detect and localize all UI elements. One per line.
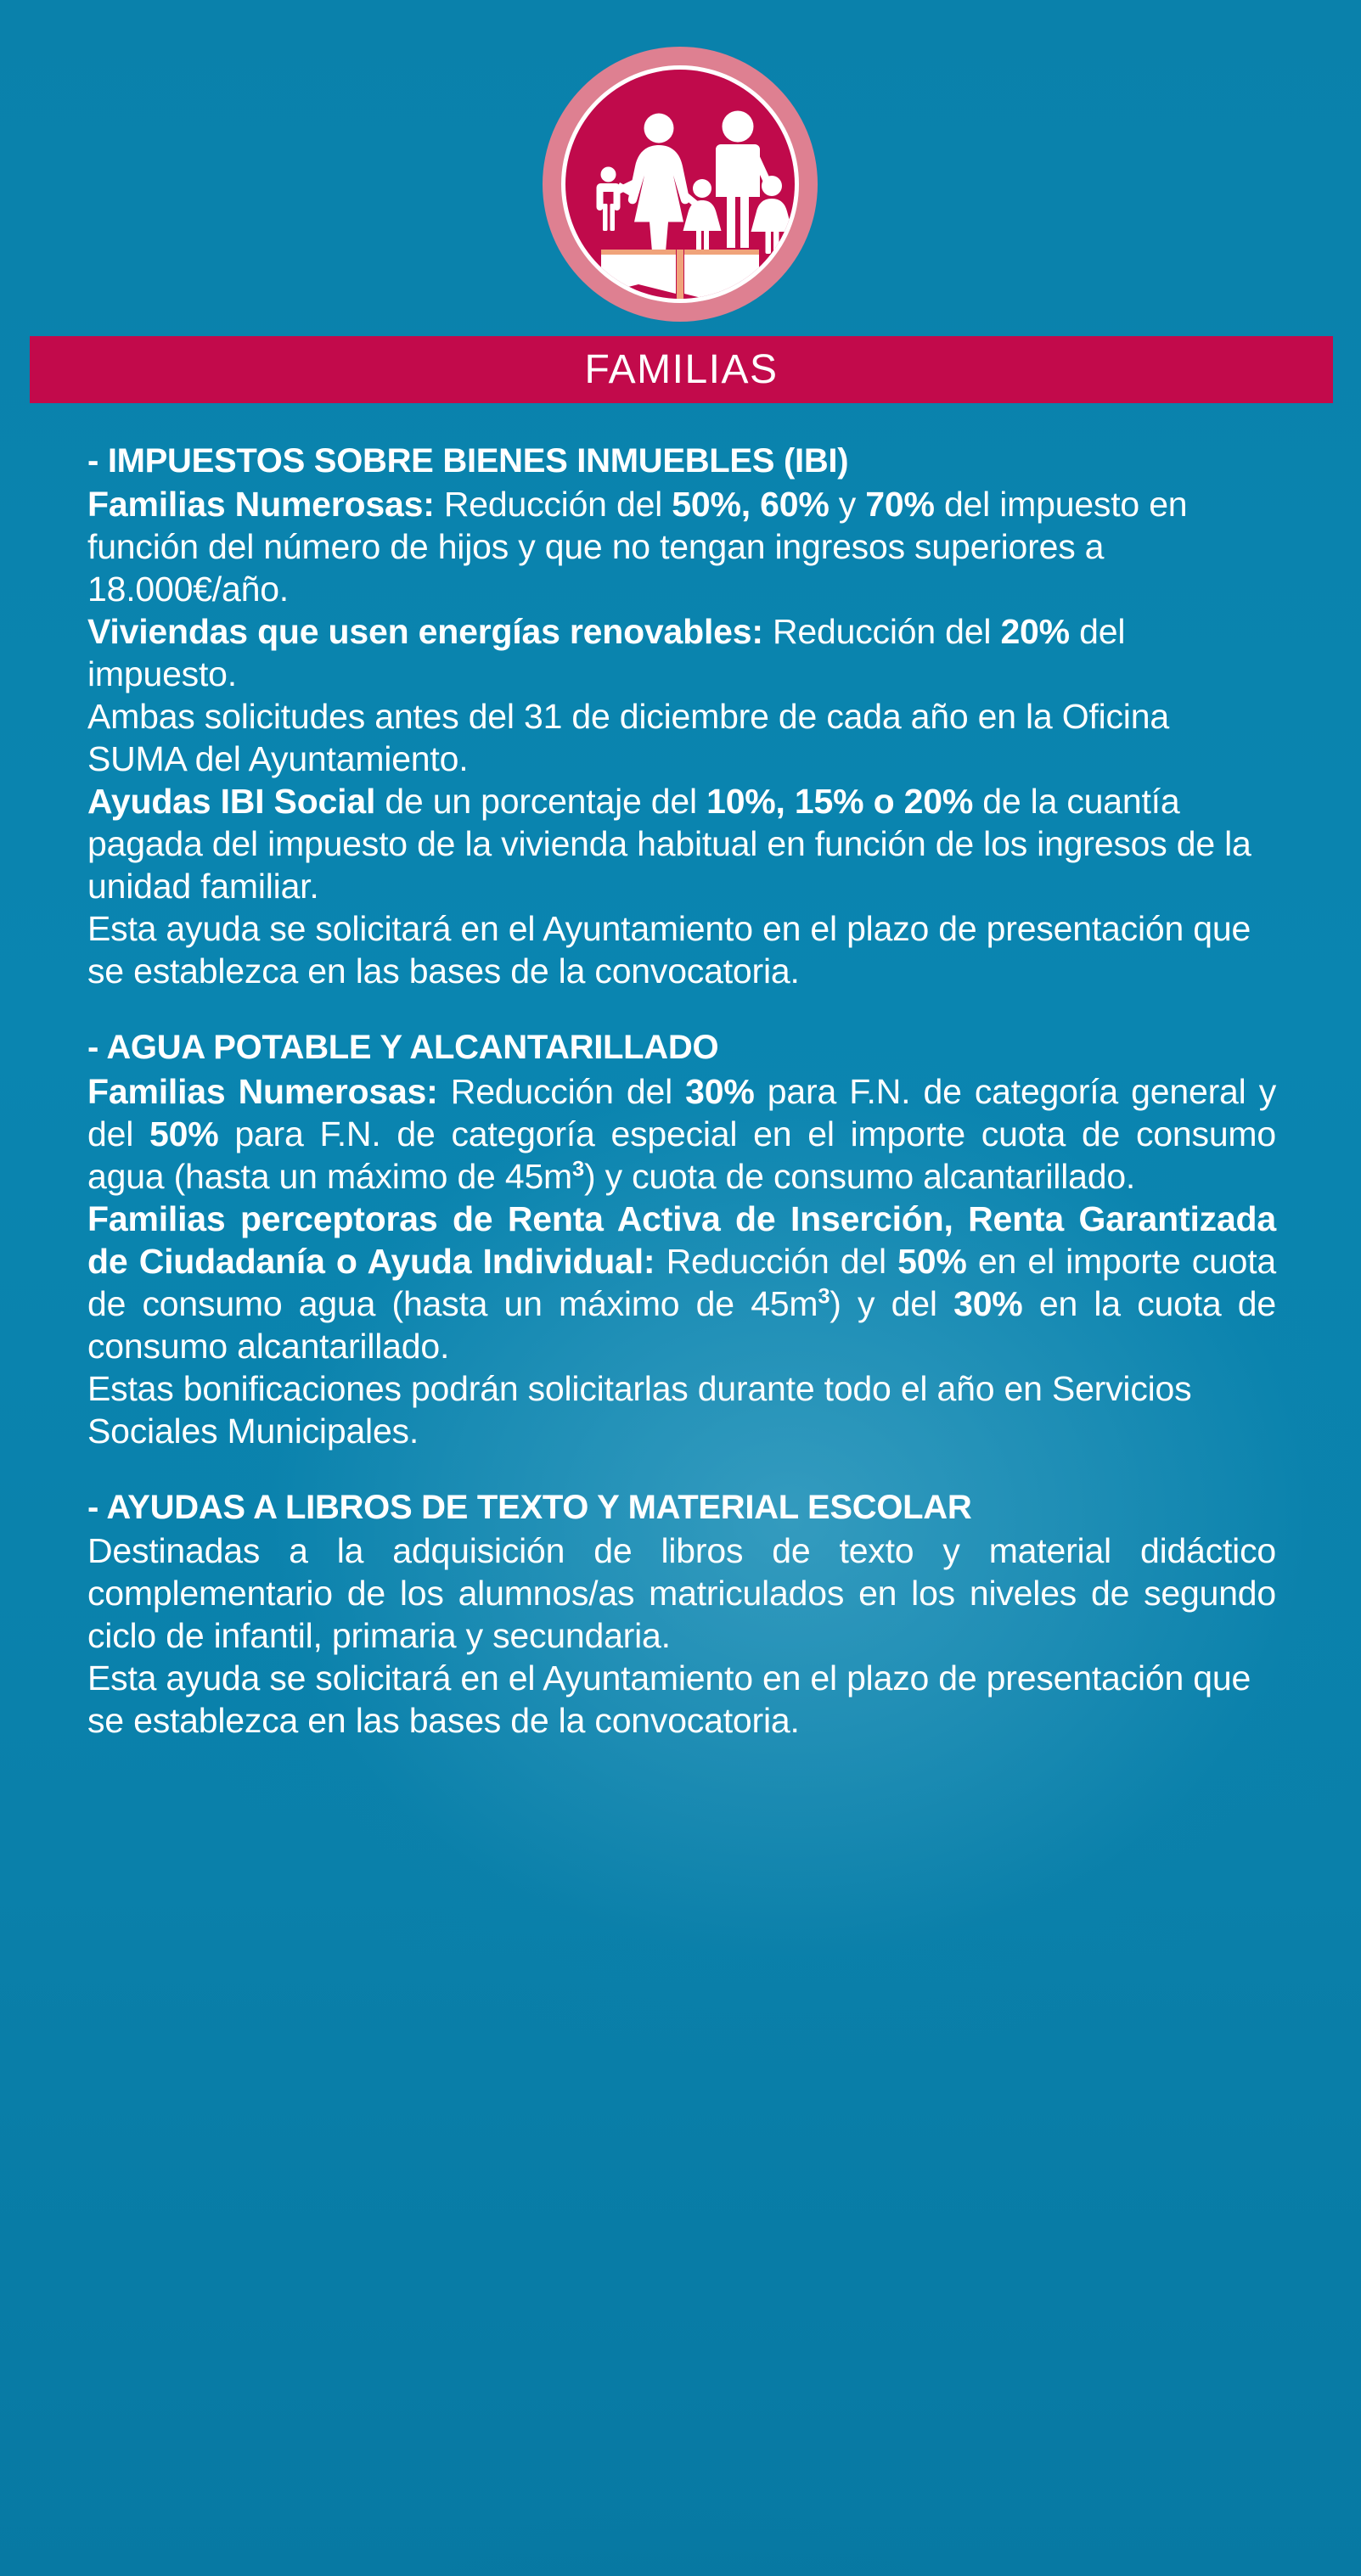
text-run: Destinadas a la adquisición de libros de… (87, 1530, 1276, 1655)
text-run: y (829, 485, 866, 525)
section-heading-ibi: - IMPUESTOS SOBRE BIENES INMUEBLES (IBI) (87, 442, 849, 480)
text-run: Ambas solicitudes antes del 31 de diciem… (87, 697, 1169, 779)
text-run: Familias perceptoras de Renta Activa de … (87, 1198, 1276, 1281)
paragraph-ibi-energias-renovables: Viviendas que usen energías renovables: … (87, 610, 1276, 695)
text-run: de la cuantía pagada del impuesto de la … (87, 782, 1251, 906)
text-run: Estas bonificaciones podrán solicitarlas… (87, 1368, 1192, 1451)
text-run: Reducción del (434, 485, 672, 525)
text-run: para F.N. de categoría general y del (87, 1071, 1276, 1153)
text-run: Reducción del (437, 1071, 686, 1111)
text-run: del impuesto en función del número de hi… (87, 485, 1188, 609)
text-run: Esta ayuda se solicitará en el Ayuntamie… (87, 909, 1251, 991)
text-run: Viviendas que usen energías renovables: (87, 612, 763, 652)
text-run: para F.N. de categoría especial en el im… (87, 1114, 1276, 1196)
text-run: 30% (685, 1071, 755, 1111)
paragraph-agua-familias-numerosas: Familias Numerosas: Reducción del 30% pa… (87, 1070, 1276, 1198)
paragraph-ibi-familias-numerosas: Familias Numerosas: Reducción del 50%, 6… (87, 483, 1276, 610)
family-on-open-book-icon (596, 110, 793, 299)
logo-inner-disc (565, 70, 795, 299)
section-banner: FAMILIAS (30, 336, 1333, 403)
text-run: 50% (149, 1114, 219, 1153)
paragraph-ibi-solicitud: Esta ayuda se solicitará en el Ayuntamie… (87, 907, 1276, 992)
text-run: del impuesto. (87, 612, 1126, 694)
paragraph-libros-destino: Destinadas a la adquisición de libros de… (87, 1529, 1276, 1657)
text-run: Esta ayuda se solicitará en el Ayuntamie… (87, 1658, 1251, 1740)
section-heading-libros: - AYUDAS A LIBROS DE TEXTO Y MATERIAL ES… (87, 1488, 972, 1526)
text-run: en el importe cuota de consumo agua (has… (87, 1241, 1276, 1323)
text-run: 10%, 15% o 20% (706, 782, 974, 822)
section-ibi: - IMPUESTOS SOBRE BIENES INMUEBLES (IBI)… (87, 441, 1276, 992)
text-run: Reducción del (655, 1241, 898, 1281)
paragraph-agua-renta-activa: Familias perceptoras de Renta Activa de … (87, 1198, 1276, 1367)
text-run: 3 (572, 1156, 584, 1181)
section-agua: - AGUA POTABLE Y ALCANTARILLADO Familias … (87, 1028, 1276, 1451)
text-run: ) y del (830, 1283, 954, 1323)
familias-logo (543, 47, 818, 322)
text-run: 70% (865, 485, 935, 525)
text-run: 20% (1000, 612, 1070, 652)
section-libros: - AYUDAS A LIBROS DE TEXTO Y MATERIAL ES… (87, 1488, 1276, 1742)
text-run: de un porcentaje del (375, 782, 707, 822)
banner-title: FAMILIAS (584, 346, 779, 392)
text-run: Familias Numerosas: (87, 1071, 438, 1111)
paragraph-libros-solicitud: Esta ayuda se solicitará en el Ayuntamie… (87, 1657, 1276, 1742)
text-run: 30% (953, 1283, 1023, 1323)
text-run: 50% (897, 1241, 967, 1281)
text-run: 50%, 60% (672, 485, 830, 525)
text-run: ) y cuota de consumo alcantarillado. (583, 1156, 1136, 1196)
paragraph-agua-solicitud: Estas bonificaciones podrán solicitarlas… (87, 1367, 1276, 1452)
section-heading-agua: - AGUA POTABLE Y ALCANTARILLADO (87, 1029, 719, 1067)
text-run: Ayudas IBI Social (87, 782, 376, 822)
text-run: 3 (818, 1283, 830, 1308)
content-body: - IMPUESTOS SOBRE BIENES INMUEBLES (IBI)… (87, 441, 1276, 1742)
paragraph-ibi-plazo-suma: Ambas solicitudes antes del 31 de diciem… (87, 695, 1276, 780)
text-run: en la cuota de consumo alcantarillado. (87, 1283, 1277, 1366)
paragraph-ibi-social: Ayudas IBI Social de un porcentaje del 1… (87, 780, 1276, 907)
text-run: Familias Numerosas: (87, 485, 435, 525)
text-run: Reducción del (762, 612, 1001, 652)
